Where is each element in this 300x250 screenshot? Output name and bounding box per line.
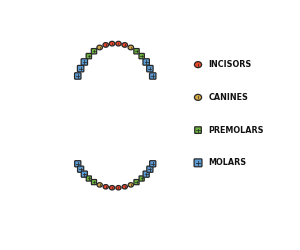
Ellipse shape <box>103 42 109 47</box>
Ellipse shape <box>97 183 102 187</box>
FancyBboxPatch shape <box>134 48 139 54</box>
FancyBboxPatch shape <box>143 59 149 65</box>
FancyBboxPatch shape <box>81 59 88 65</box>
FancyBboxPatch shape <box>139 176 144 181</box>
Ellipse shape <box>128 183 134 187</box>
FancyBboxPatch shape <box>143 171 149 177</box>
Ellipse shape <box>194 62 202 68</box>
FancyBboxPatch shape <box>147 166 153 172</box>
FancyBboxPatch shape <box>150 161 156 167</box>
Ellipse shape <box>109 41 115 46</box>
Ellipse shape <box>194 94 202 100</box>
FancyBboxPatch shape <box>195 127 201 134</box>
FancyBboxPatch shape <box>139 54 144 59</box>
FancyBboxPatch shape <box>81 171 87 177</box>
FancyBboxPatch shape <box>86 176 92 181</box>
FancyBboxPatch shape <box>77 66 84 72</box>
FancyBboxPatch shape <box>194 159 202 167</box>
FancyBboxPatch shape <box>77 166 84 172</box>
Ellipse shape <box>122 184 128 189</box>
Text: PREMOLARS: PREMOLARS <box>208 126 264 134</box>
Ellipse shape <box>128 45 134 50</box>
Ellipse shape <box>110 186 115 190</box>
FancyBboxPatch shape <box>75 161 81 167</box>
FancyBboxPatch shape <box>91 48 97 54</box>
FancyBboxPatch shape <box>134 180 139 185</box>
Text: INCISORS: INCISORS <box>208 60 252 69</box>
Ellipse shape <box>116 186 121 190</box>
Ellipse shape <box>116 41 121 46</box>
FancyBboxPatch shape <box>75 73 81 79</box>
Text: MOLARS: MOLARS <box>208 158 247 167</box>
FancyBboxPatch shape <box>149 73 156 79</box>
FancyBboxPatch shape <box>92 180 97 185</box>
FancyBboxPatch shape <box>147 66 153 72</box>
Text: CANINES: CANINES <box>208 93 248 102</box>
Ellipse shape <box>103 184 108 189</box>
Ellipse shape <box>122 42 128 47</box>
FancyBboxPatch shape <box>86 54 92 59</box>
Ellipse shape <box>97 45 102 50</box>
